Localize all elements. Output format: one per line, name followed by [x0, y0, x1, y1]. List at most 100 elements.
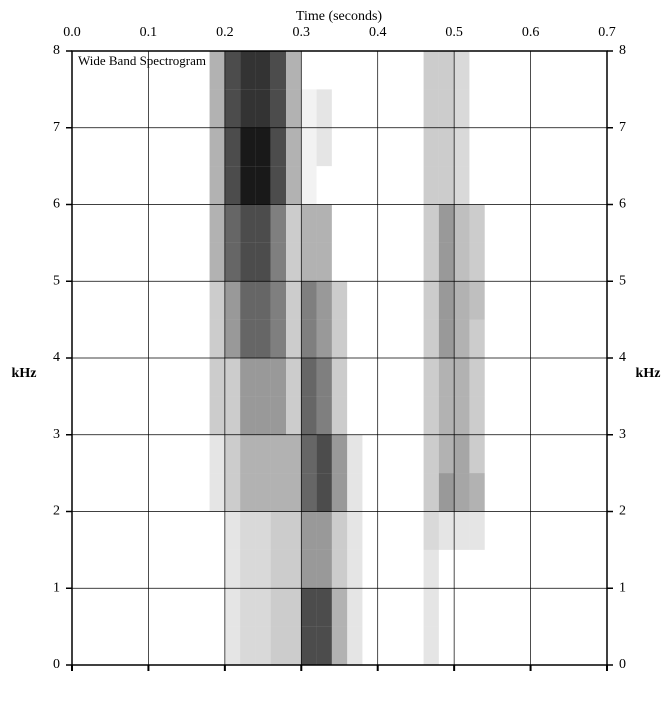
- spectrogram-cell: [393, 435, 408, 473]
- spectrogram-cell: [454, 89, 470, 128]
- spectrogram-cell: [438, 242, 455, 282]
- spectrogram-cell: [286, 319, 302, 358]
- spectrogram-cell: [454, 358, 470, 397]
- spectrogram-cell: [485, 588, 500, 626]
- spectrogram-cell: [454, 51, 470, 90]
- spectrogram-cell: [224, 242, 241, 282]
- spectrogram-cell: [224, 588, 241, 627]
- spectrogram-cell: [301, 281, 317, 320]
- spectrogram-cell: [347, 626, 363, 665]
- spectrogram-cell: [270, 242, 286, 282]
- spectrogram-cell: [423, 51, 439, 90]
- spectrogram-cell: [240, 358, 256, 397]
- spectrogram-cell: [423, 89, 439, 128]
- spectrogram-cell: [378, 512, 393, 550]
- spectrogram-cell: [331, 281, 348, 320]
- spectrogram-cell: [393, 588, 408, 626]
- spectrogram-cell: [286, 358, 302, 397]
- x-tick-label: 0.0: [63, 25, 81, 40]
- spectrogram-cell: [469, 434, 485, 474]
- spectrogram-cell: [469, 242, 485, 282]
- spectrogram-cell: [454, 166, 470, 205]
- y-tick-label-right: 4: [619, 350, 626, 365]
- spectrogram-cell: [347, 588, 363, 627]
- spectrogram-cell: [408, 550, 423, 588]
- spectrogram-cell: [438, 511, 455, 550]
- spectrogram-cell: [224, 204, 241, 243]
- spectrogram-cell: [286, 549, 302, 589]
- spectrogram-cell: [255, 127, 271, 167]
- spectrogram-cell: [209, 89, 225, 128]
- spectrogram-cell: [286, 281, 302, 320]
- spectrogram-cell: [378, 243, 393, 281]
- spectrogram-cell: [301, 626, 317, 665]
- spectrogram-cell: [255, 319, 271, 358]
- spectrogram-cell: [485, 358, 500, 396]
- y-tick-label-right: 7: [619, 120, 626, 135]
- spectrogram-cell: [469, 473, 485, 512]
- spectrogram-cell: [378, 89, 393, 127]
- y-tick-label-right: 2: [619, 504, 626, 519]
- spectrogram-cell: [362, 627, 377, 665]
- spectrogram-cell: [454, 242, 470, 282]
- spectrogram-cell: [454, 550, 469, 588]
- spectrogram-cell: [408, 166, 423, 204]
- spectrogram-cell: [255, 511, 271, 550]
- spectrogram-cell: [485, 128, 500, 166]
- spectrogram-cell: [255, 396, 271, 435]
- spectrogram-cell: [331, 549, 348, 589]
- spectrogram-cell: [378, 435, 393, 473]
- spectrogram-cell: [469, 550, 484, 588]
- y-tick-label-right: 0: [619, 657, 626, 672]
- spectrogram-cell: [255, 204, 271, 243]
- spectrogram-cell: [240, 204, 256, 243]
- spectrogram-cell: [469, 588, 484, 626]
- spectrogram-cell: [408, 128, 423, 166]
- spectrogram-cell: [469, 166, 484, 204]
- spectrogram-cell: [240, 434, 256, 474]
- spectrogram-cell: [423, 127, 439, 167]
- spectrogram-cell: [393, 550, 408, 588]
- spectrogram-cell: [362, 281, 377, 319]
- spectrogram-cell: [332, 205, 347, 243]
- spectrogram-cell: [454, 588, 469, 626]
- spectrogram-cell: [240, 166, 256, 205]
- spectrogram-cell: [270, 396, 286, 435]
- spectrogram-cell: [255, 549, 271, 589]
- spectrogram-cell: [485, 243, 500, 281]
- spectrogram-cell: [378, 51, 393, 89]
- spectrogram-cell: [378, 473, 393, 511]
- y-tick-label-right: 3: [619, 427, 626, 442]
- spectrogram-cell: [362, 51, 377, 89]
- spectrogram-cell: [347, 128, 362, 166]
- spectrogram-cell: [286, 127, 302, 167]
- spectrogram-cell: [438, 204, 455, 243]
- spectrogram-cell: [331, 626, 348, 665]
- spectrogram-cell: [255, 473, 271, 512]
- spectrogram-cell: [378, 128, 393, 166]
- spectrogram-cell: [439, 588, 454, 626]
- spectrogram-cell: [240, 281, 256, 320]
- spectrogram-cell: [255, 626, 271, 665]
- y-tick-label-right: 5: [619, 273, 626, 288]
- spectrogram-cell: [454, 473, 470, 512]
- spectrogram-cell: [332, 89, 347, 127]
- spectrogram-cell: [362, 512, 377, 550]
- spectrogram-cell: [485, 320, 500, 358]
- spectrogram-cell: [286, 166, 302, 205]
- spectrogram-cell: [393, 512, 408, 550]
- spectrogram-cell: [255, 434, 271, 474]
- spectrogram-cell: [378, 627, 393, 665]
- spectrogram-cell: [316, 89, 332, 128]
- spectrogram-cell: [224, 434, 241, 474]
- spectrogram-cell: [347, 320, 362, 358]
- spectrogram-cell: [378, 205, 393, 243]
- spectrogram-cell: [331, 358, 348, 397]
- spectrogram-cell: [224, 626, 241, 665]
- spectrogram-cell: [408, 51, 423, 89]
- spectrogram-cell: [423, 588, 439, 627]
- spectrogram-cell: [423, 626, 439, 665]
- spectrogram-cell: [438, 281, 455, 320]
- spectrogram-cell: [286, 396, 302, 435]
- spectrogram-cell: [301, 319, 317, 358]
